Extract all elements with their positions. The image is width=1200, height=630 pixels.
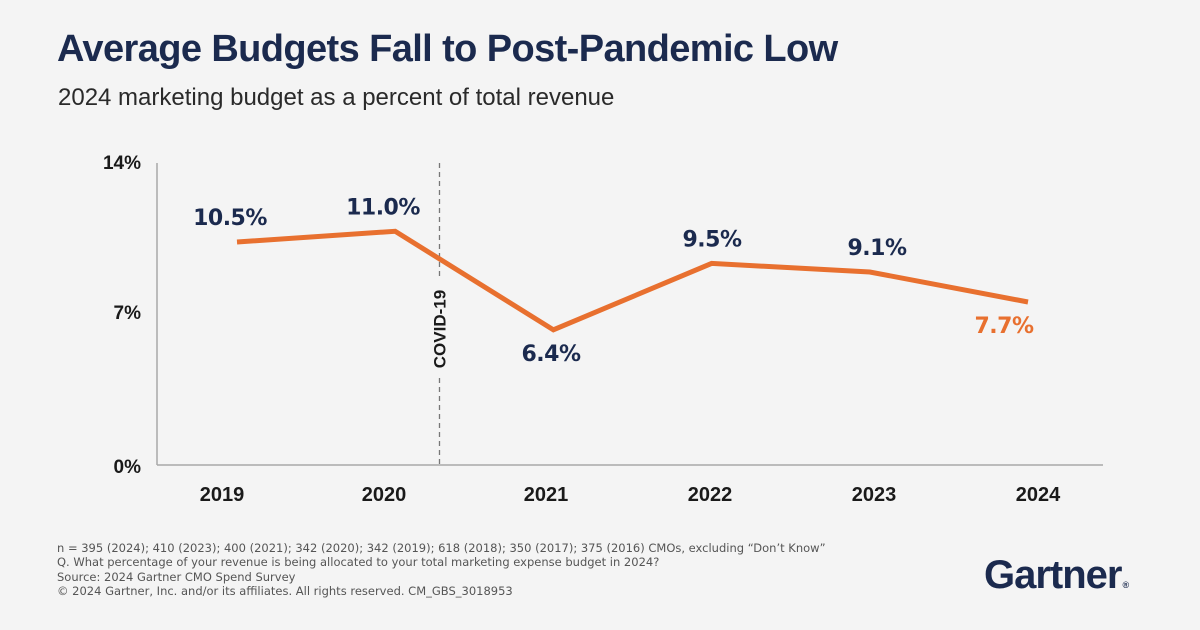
x-tick-label: 2022 [688, 484, 733, 506]
chart-subtitle: 2024 marketing budget as a percent of to… [58, 84, 615, 111]
footnote-question: Q. What percentage of your revenue is be… [57, 555, 660, 570]
data-label: 6.4% [521, 342, 580, 367]
x-tick-label: 2023 [852, 484, 897, 506]
registered-mark-icon: ® [1122, 580, 1130, 590]
footnotes: n = 395 (2024); 410 (2023); 400 (2021); … [57, 541, 826, 599]
annotation-layer: COVID-19 [430, 163, 449, 465]
data-label: 7.7% [974, 314, 1033, 339]
data-label: 9.5% [682, 227, 741, 252]
footnote-copyright: © 2024 Gartner, Inc. and/or its affiliat… [57, 584, 513, 599]
footnote-sample-size: n = 395 (2024); 410 (2023); 400 (2021); … [57, 541, 826, 555]
data-label-layer: 10.5% 11.0% 6.4% 9.5% 9.1% 7.7% [193, 195, 1034, 367]
axes: 0% 7% 14% 2019 2020 2021 2022 2023 2024 [103, 153, 1103, 506]
data-label: 9.1% [847, 236, 906, 261]
footnote-source: Source: 2024 Gartner CMO Spend Survey [57, 569, 296, 584]
logo-text: Gartner [984, 553, 1122, 597]
chart-title: Average Budgets Fall to Post-Pandemic Lo… [57, 28, 838, 70]
series-line [236, 228, 1029, 333]
series-layer [236, 228, 1029, 333]
covid-annotation-label: COVID-19 [430, 290, 449, 368]
y-tick-label: 14% [103, 153, 141, 174]
x-tick-label: 2021 [524, 484, 569, 506]
y-tick-label: 7% [114, 303, 142, 324]
x-tick-label: 2019 [200, 484, 245, 506]
y-tick-label: 0% [114, 457, 142, 478]
x-tick-label: 2024 [1016, 484, 1061, 506]
data-label: 10.5% [193, 206, 267, 231]
gartner-logo: Gartner® [984, 553, 1129, 598]
x-tick-label: 2020 [362, 484, 407, 506]
data-label: 11.0% [346, 195, 420, 220]
